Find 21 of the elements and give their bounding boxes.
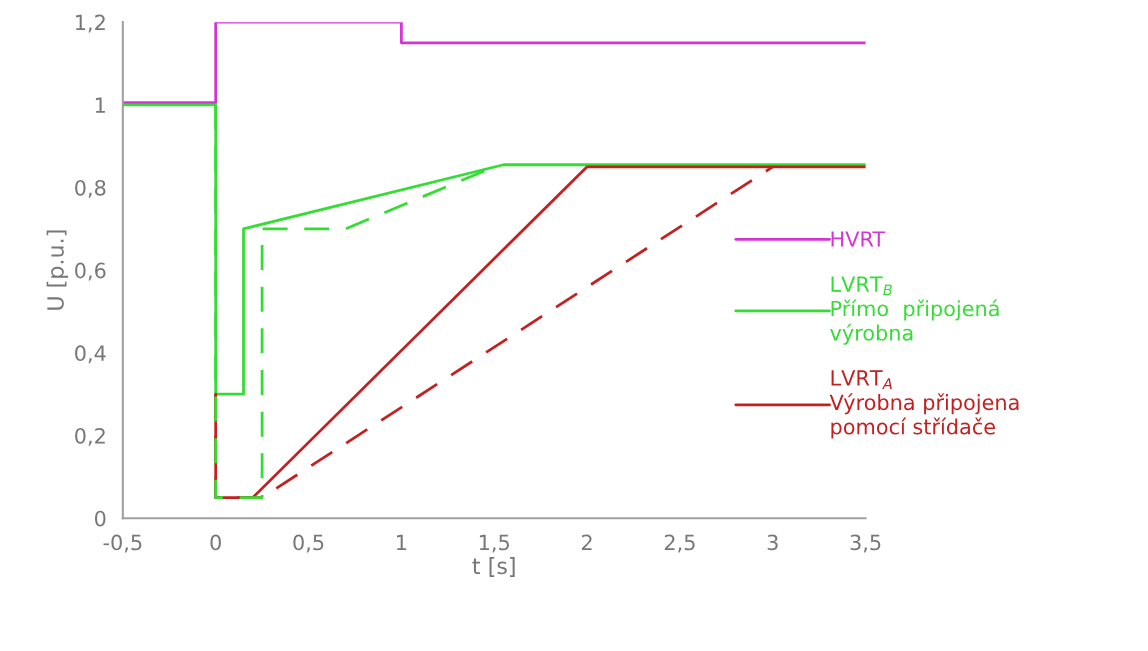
- x-tick-label: 2,5: [664, 534, 695, 553]
- y-tick-label: 1,2: [76, 14, 105, 33]
- legend-label: HVRT: [831, 231, 886, 247]
- y-tick-label: 0,8: [75, 179, 106, 198]
- x-tick-label: 1,5: [479, 534, 509, 553]
- x-tick-label: -0,5: [103, 534, 142, 553]
- x-tick-label: 0,5: [293, 534, 324, 553]
- y-tick-label: 0,2: [75, 427, 105, 446]
- x-axis-title: t [s]: [472, 557, 515, 577]
- y-tick-label: 0,6: [75, 262, 106, 281]
- y-tick-label: 0: [94, 510, 106, 527]
- x-tick-label: 3: [767, 534, 778, 551]
- x-tick-label: 1: [397, 534, 407, 550]
- y-tick-label: 1: [95, 97, 105, 113]
- x-tick-label: 0: [210, 534, 221, 551]
- legend-label: LVRT$_{A}$ Výrobna připojena pomocí střídače: [829, 370, 1019, 439]
- x-tick-label: 2: [581, 534, 592, 550]
- legend-label: LVRT$_{B}$ Přímo připojená výrobna: [830, 276, 999, 345]
- x-tick-label: 3,5: [850, 534, 881, 553]
- y-tick-label: 0,4: [75, 345, 106, 364]
- y-axis-title: U [p.u.]: [46, 230, 69, 310]
